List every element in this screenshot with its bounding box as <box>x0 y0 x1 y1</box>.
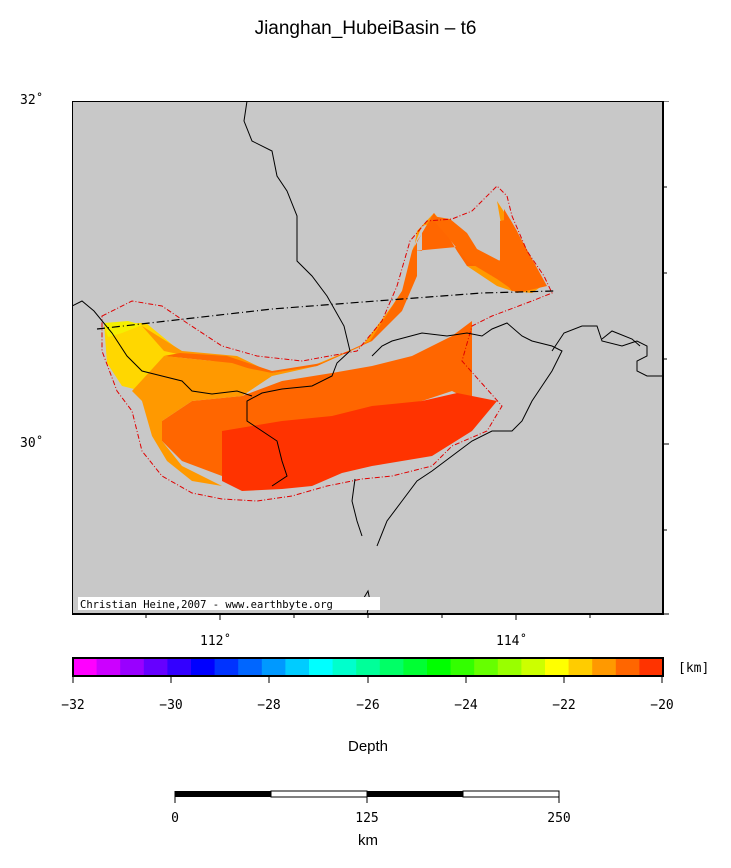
colorbar-tick-label: −28 <box>257 698 281 713</box>
colorbar-tick-label: −32 <box>61 698 85 713</box>
lon-label-112: 112˚ <box>200 634 232 649</box>
colorbar-swatch <box>120 658 145 676</box>
map-border <box>72 101 664 615</box>
colorbar-swatch <box>403 658 428 676</box>
map-credit: Christian Heine,2007 - www.earthbyte.org <box>80 599 333 611</box>
colorbar-swatch <box>73 658 98 676</box>
colorbar-swatch <box>261 658 286 676</box>
colorbar-unit: [km] <box>678 661 710 676</box>
scalebar-label: 0 <box>171 811 179 826</box>
colorbar-tick-label: −22 <box>552 698 576 713</box>
colorbar-swatch <box>615 658 640 676</box>
lon-label-114: 114˚ <box>496 634 528 649</box>
map-title: Jianghan_HubeiBasin – t6 <box>254 18 477 39</box>
basin-depth-fill <box>104 201 547 491</box>
colorbar-swatch <box>167 658 192 676</box>
colorbar-swatch <box>238 658 263 676</box>
colorbar-swatch <box>191 658 216 676</box>
scalebar-title: km <box>358 832 378 849</box>
credit-box <box>78 597 380 610</box>
map-panel: Christian Heine,2007 - www.earthbyte.org <box>72 101 669 620</box>
colorbar-swatch <box>497 658 522 676</box>
colorbar-swatches <box>73 658 664 676</box>
basin-outline <box>101 185 553 502</box>
colorbar-swatch <box>214 658 239 676</box>
fault-line <box>96 290 555 330</box>
colorbar-swatch <box>592 658 617 676</box>
colorbar-swatch <box>309 658 334 676</box>
scalebar-label: 125 <box>355 811 379 826</box>
colorbar-swatch <box>356 658 381 676</box>
depth-colorbar <box>72 657 664 683</box>
colorbar-title: Depth <box>347 738 389 755</box>
scalebar-label: 250 <box>547 811 571 826</box>
colorbar-tick-label: −20 <box>650 698 674 713</box>
colorbar-tick-label: −26 <box>356 698 380 713</box>
lat-label-30: 30˚ <box>20 436 44 451</box>
colorbar-swatch <box>545 658 570 676</box>
colorbar-swatch <box>285 658 310 676</box>
colorbar-swatch <box>474 658 499 676</box>
colorbar-swatch <box>450 658 475 676</box>
colorbar-swatch <box>379 658 404 676</box>
distance-scalebar <box>174 790 560 803</box>
lat-label-32: 32˚ <box>20 93 44 108</box>
colorbar-swatch <box>332 658 357 676</box>
colorbar-swatch <box>96 658 121 676</box>
rivers <box>72 101 663 615</box>
colorbar-ticks <box>72 676 663 683</box>
colorbar-tick-label: −24 <box>454 698 478 713</box>
colorbar-swatch <box>639 658 664 676</box>
colorbar-swatch <box>427 658 452 676</box>
colorbar-swatch <box>521 658 546 676</box>
colorbar-tick-label: −30 <box>159 698 183 713</box>
colorbar-swatch <box>568 658 593 676</box>
colorbar-swatch <box>143 658 168 676</box>
